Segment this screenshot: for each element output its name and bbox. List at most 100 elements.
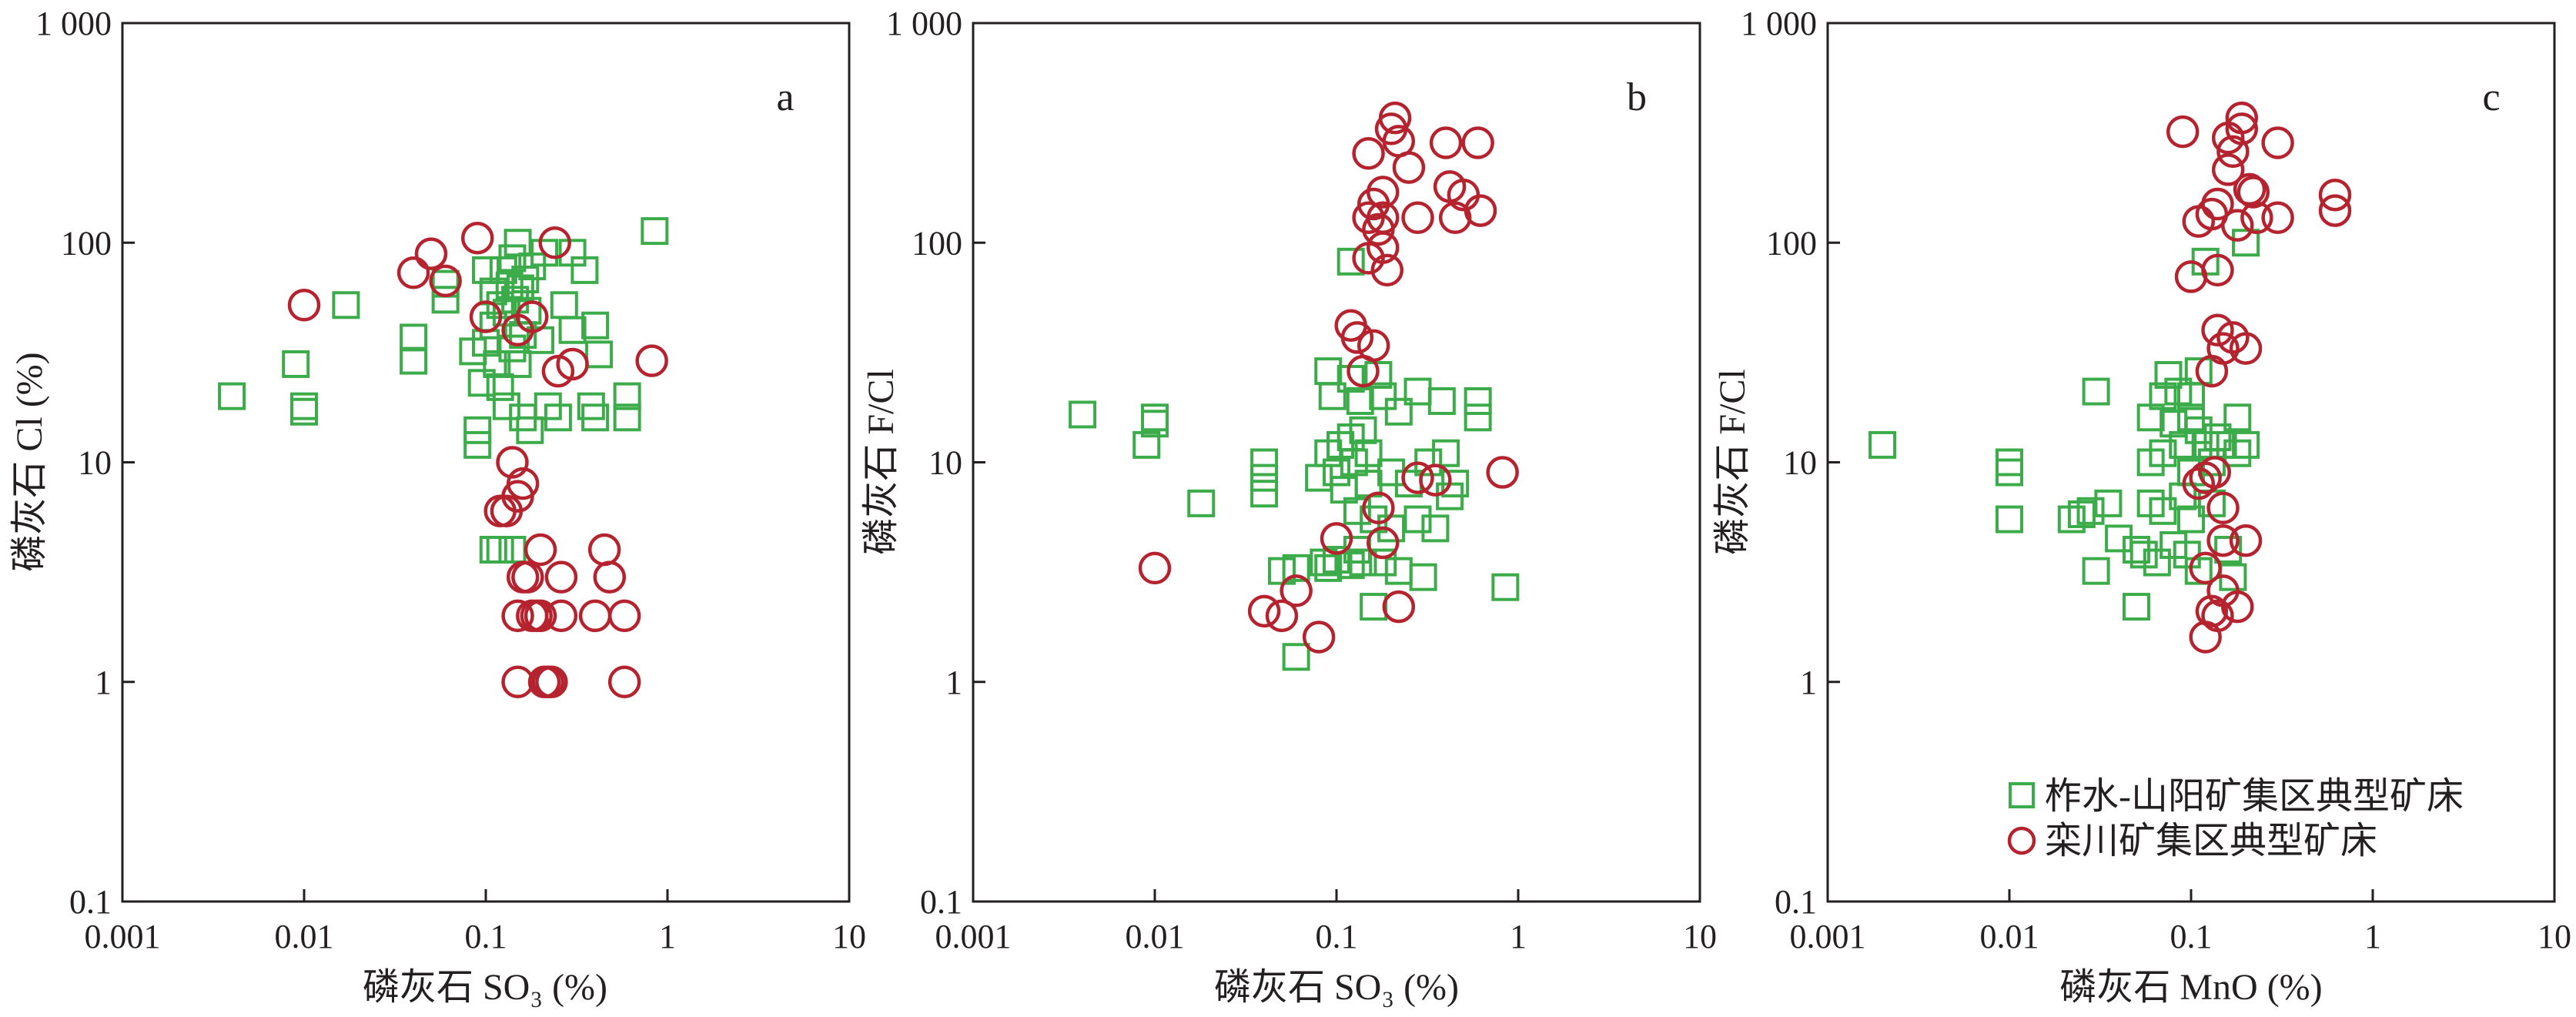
y-tick-label: 10	[928, 444, 962, 482]
data-point-circle	[2318, 194, 2352, 227]
x-tick-label: 10	[1683, 918, 1717, 955]
panel-a: 0.001 0.01 0.1 1 10 0.1 1 10 100 1 000 磷灰石 SO₃ (%…	[9, 5, 866, 1008]
data-point-square	[550, 291, 578, 319]
data-point-square	[503, 229, 532, 257]
data-point-square	[2223, 403, 2252, 432]
legend-label-a: 柞水-山阳矿集区典型矿床	[2045, 776, 2464, 817]
data-point-square	[2169, 430, 2197, 459]
data-point-circle	[544, 560, 578, 594]
data-point-circle	[1357, 329, 1390, 363]
y-tick-label: 10	[1783, 444, 1817, 482]
data-point-square	[1314, 357, 1343, 386]
data-point-square	[1250, 448, 1279, 477]
data-point-circle	[1486, 456, 1519, 489]
data-point-circle	[1419, 463, 1452, 497]
data-point-circle	[1378, 101, 1412, 135]
y-tick-label: 1	[1800, 664, 1817, 701]
data-point-square	[613, 403, 641, 432]
data-point-circle	[2166, 115, 2200, 149]
data-point-circle	[469, 300, 503, 333]
data-point-square	[431, 286, 460, 314]
data-point-square	[1427, 386, 1456, 415]
data-point-circle	[1362, 491, 1395, 524]
data-point-square	[1314, 554, 1343, 582]
data-point-circle	[535, 665, 568, 698]
y-tick-label: 0.1	[920, 883, 962, 921]
legend-label-b: 栾川矿集区典型矿床	[2045, 821, 2377, 861]
data-point-square	[1141, 410, 1169, 438]
data-point-square	[472, 256, 500, 284]
data-point-circle	[2261, 201, 2294, 234]
data-point-circle	[2206, 491, 2240, 524]
data-point-square	[2149, 497, 2177, 525]
x-tick-label: 0.001	[935, 918, 1012, 955]
data-point-square	[1996, 448, 2023, 477]
data-point-square	[1354, 439, 1383, 467]
data-point-square	[1384, 397, 1413, 426]
data-point-circle	[607, 599, 641, 633]
data-point-circle	[524, 599, 557, 633]
data-point-square	[2223, 439, 2252, 467]
data-point-square	[641, 217, 669, 246]
data-point-square	[2149, 439, 2177, 467]
x-tick-label: 0.001	[1790, 918, 1866, 955]
data-point-circle	[429, 264, 462, 298]
data-point-square	[1250, 480, 1279, 508]
data-point-circle	[524, 533, 557, 567]
data-point-square	[1349, 548, 1377, 577]
data-point-circle	[2198, 456, 2232, 489]
data-point-square	[1282, 643, 1310, 671]
y-axis-label-c: 磷灰石 F/Cl	[1712, 369, 1753, 554]
data-point-square	[1323, 546, 1350, 574]
data-point-square	[1337, 247, 1365, 276]
data-point-square	[2203, 423, 2232, 451]
y-tick-label: 1	[945, 664, 962, 701]
data-point-circle	[483, 494, 517, 528]
x-tick-label: 10	[2538, 918, 2571, 955]
x-tick-label: 10	[832, 918, 866, 955]
data-point-square	[514, 296, 542, 325]
data-point-square	[1349, 416, 1377, 444]
data-point-circle	[1438, 201, 1472, 234]
data-point-circle	[1401, 461, 1434, 494]
data-point-square	[1491, 573, 1520, 601]
data-point-square	[282, 350, 310, 378]
data-point-square	[2082, 557, 2110, 585]
data-point-square	[1323, 458, 1350, 487]
x-tick-label: 1	[1510, 918, 1527, 955]
data-point-square	[467, 369, 496, 397]
panel-letter-b: b	[1627, 75, 1647, 119]
data-point-circle	[635, 344, 668, 377]
panel-c: 0.001 0.01 0.1 1 10 0.1 1 10 100 1 000 磷灰石 MnO (%…	[1712, 5, 2571, 1008]
legend: 柞水-山阳矿集区典型矿床 栾川矿集区典型矿床	[2007, 776, 2464, 861]
data-point-square	[1464, 403, 1492, 432]
data-point-circle	[414, 237, 448, 270]
data-point-square	[1132, 430, 1161, 459]
panel-letter-c: c	[2482, 75, 2500, 119]
data-point-square	[1340, 448, 1368, 477]
data-point-square	[1369, 548, 1397, 577]
data-point-square	[1409, 563, 1437, 591]
data-point-circle	[1401, 201, 1434, 234]
data-point-circle	[2318, 178, 2352, 212]
data-point-square	[2067, 500, 2096, 528]
legend-square-marker	[2009, 782, 2035, 808]
data-point-square	[2209, 430, 2237, 459]
x-tick-label: 0.1	[1316, 918, 1358, 955]
data-point-square	[1996, 505, 2023, 534]
data-point-square	[290, 397, 318, 426]
panel-b: 0.001 0.01 0.1 1 10 0.1 1 10 100 1 000 磷灰石 SO₃ (%…	[861, 5, 1717, 1008]
data-point-square	[581, 403, 610, 432]
data-point-circle	[1138, 551, 1172, 585]
legend-circle-marker	[2007, 826, 2036, 855]
plot-frame-b	[972, 22, 1701, 903]
data-point-square	[1868, 430, 1897, 459]
data-point-circle	[1340, 321, 1374, 354]
data-point-circle	[2206, 332, 2240, 365]
data-point-square	[2214, 536, 2243, 564]
data-point-circle	[1461, 126, 1494, 159]
data-point-circle	[538, 226, 571, 259]
data-point-square	[1432, 439, 1460, 467]
data-point-circle	[2261, 126, 2294, 159]
x-tick-label: 0.001	[85, 918, 161, 955]
